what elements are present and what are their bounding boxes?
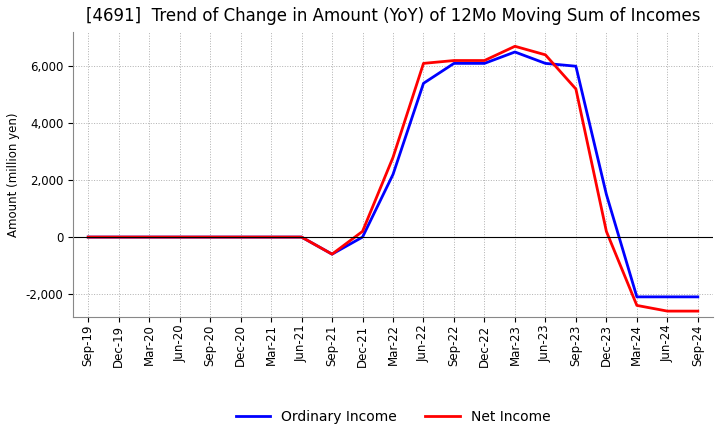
Net Income bbox=[267, 235, 276, 240]
Net Income bbox=[663, 308, 672, 314]
Net Income bbox=[480, 58, 489, 63]
Ordinary Income bbox=[328, 252, 336, 257]
Ordinary Income bbox=[145, 235, 153, 240]
Ordinary Income bbox=[450, 61, 459, 66]
Ordinary Income bbox=[267, 235, 276, 240]
Net Income bbox=[450, 58, 459, 63]
Net Income bbox=[297, 235, 306, 240]
Net Income bbox=[145, 235, 153, 240]
Title: [4691]  Trend of Change in Amount (YoY) of 12Mo Moving Sum of Incomes: [4691] Trend of Change in Amount (YoY) o… bbox=[86, 7, 701, 25]
Line: Ordinary Income: Ordinary Income bbox=[89, 52, 698, 297]
Ordinary Income bbox=[541, 61, 550, 66]
Net Income bbox=[419, 61, 428, 66]
Ordinary Income bbox=[297, 235, 306, 240]
Line: Net Income: Net Income bbox=[89, 46, 698, 311]
Ordinary Income bbox=[114, 235, 123, 240]
Ordinary Income bbox=[236, 235, 245, 240]
Ordinary Income bbox=[206, 235, 215, 240]
Ordinary Income bbox=[572, 64, 580, 69]
Ordinary Income bbox=[84, 235, 93, 240]
Net Income bbox=[602, 229, 611, 234]
Ordinary Income bbox=[510, 49, 519, 55]
Net Income bbox=[206, 235, 215, 240]
Net Income bbox=[693, 308, 702, 314]
Net Income bbox=[389, 155, 397, 160]
Net Income bbox=[510, 44, 519, 49]
Ordinary Income bbox=[176, 235, 184, 240]
Ordinary Income bbox=[389, 172, 397, 177]
Ordinary Income bbox=[419, 81, 428, 86]
Net Income bbox=[359, 229, 367, 234]
Net Income bbox=[328, 252, 336, 257]
Ordinary Income bbox=[663, 294, 672, 300]
Net Income bbox=[84, 235, 93, 240]
Net Income bbox=[541, 52, 550, 58]
Ordinary Income bbox=[359, 235, 367, 240]
Net Income bbox=[176, 235, 184, 240]
Ordinary Income bbox=[693, 294, 702, 300]
Net Income bbox=[114, 235, 123, 240]
Ordinary Income bbox=[480, 61, 489, 66]
Ordinary Income bbox=[633, 294, 642, 300]
Legend: Ordinary Income, Net Income: Ordinary Income, Net Income bbox=[230, 404, 556, 429]
Y-axis label: Amount (million yen): Amount (million yen) bbox=[7, 112, 20, 237]
Ordinary Income bbox=[602, 192, 611, 197]
Net Income bbox=[572, 86, 580, 92]
Net Income bbox=[633, 303, 642, 308]
Net Income bbox=[236, 235, 245, 240]
